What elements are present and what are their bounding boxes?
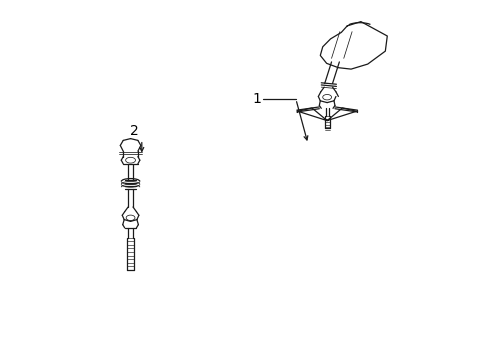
Text: 1: 1 <box>252 92 261 106</box>
Text: 2: 2 <box>130 125 139 138</box>
